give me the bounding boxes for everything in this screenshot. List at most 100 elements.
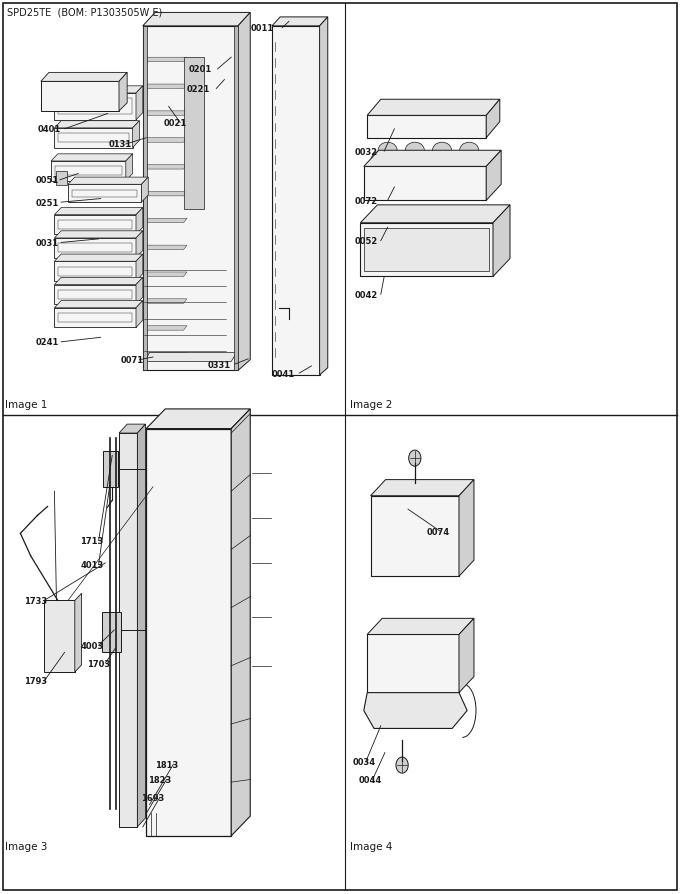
Polygon shape	[364, 167, 486, 201]
Polygon shape	[103, 451, 118, 487]
Polygon shape	[119, 73, 127, 112]
Polygon shape	[58, 221, 132, 230]
Polygon shape	[364, 229, 489, 272]
Text: 0331: 0331	[207, 360, 231, 369]
Polygon shape	[144, 85, 187, 89]
Polygon shape	[75, 594, 82, 672]
Circle shape	[396, 757, 408, 773]
Polygon shape	[143, 27, 238, 371]
Polygon shape	[54, 278, 143, 285]
Text: 1713: 1713	[80, 536, 103, 545]
Polygon shape	[119, 434, 137, 827]
Polygon shape	[136, 87, 143, 121]
Text: 0072: 0072	[355, 197, 378, 206]
Polygon shape	[54, 285, 136, 305]
Polygon shape	[184, 58, 204, 210]
Polygon shape	[54, 301, 143, 308]
Polygon shape	[54, 232, 143, 239]
Text: 1823: 1823	[148, 775, 171, 784]
Text: 0044: 0044	[359, 775, 382, 784]
Polygon shape	[364, 151, 501, 167]
Text: 0031: 0031	[36, 239, 59, 248]
Polygon shape	[144, 219, 187, 224]
Text: 0201: 0201	[189, 65, 212, 74]
Polygon shape	[146, 429, 231, 836]
Polygon shape	[58, 134, 129, 143]
Polygon shape	[144, 299, 187, 304]
Polygon shape	[459, 619, 474, 693]
Polygon shape	[58, 291, 132, 299]
Polygon shape	[144, 246, 187, 250]
Polygon shape	[144, 58, 187, 63]
Text: SPD25TE  (BOM: P1303505W E): SPD25TE (BOM: P1303505W E)	[7, 7, 162, 17]
Polygon shape	[54, 262, 136, 282]
Polygon shape	[144, 353, 187, 358]
Text: 0021: 0021	[163, 119, 186, 128]
Polygon shape	[367, 635, 459, 693]
Ellipse shape	[371, 152, 390, 168]
Polygon shape	[144, 112, 187, 116]
Polygon shape	[54, 94, 136, 121]
Polygon shape	[367, 100, 500, 116]
Polygon shape	[68, 185, 141, 203]
Text: 0251: 0251	[36, 198, 59, 207]
Polygon shape	[367, 619, 474, 635]
Polygon shape	[58, 267, 132, 276]
Polygon shape	[486, 100, 500, 139]
Ellipse shape	[432, 143, 452, 159]
Polygon shape	[72, 190, 137, 198]
Polygon shape	[364, 693, 467, 729]
Polygon shape	[144, 192, 187, 197]
Polygon shape	[136, 208, 143, 235]
Polygon shape	[238, 13, 250, 371]
Text: Image 4: Image 4	[350, 841, 392, 851]
Text: 0042: 0042	[355, 291, 378, 299]
Text: Image 3: Image 3	[5, 841, 48, 851]
Polygon shape	[144, 326, 187, 331]
Polygon shape	[136, 301, 143, 328]
Text: 1733: 1733	[24, 596, 47, 605]
Polygon shape	[54, 255, 143, 262]
Polygon shape	[143, 27, 147, 371]
Text: 0011: 0011	[250, 24, 273, 33]
Polygon shape	[367, 116, 486, 139]
Polygon shape	[144, 353, 237, 362]
Ellipse shape	[460, 143, 479, 159]
Text: 0131: 0131	[109, 140, 132, 149]
Polygon shape	[51, 155, 133, 162]
Polygon shape	[493, 206, 510, 277]
Polygon shape	[234, 27, 238, 371]
Polygon shape	[54, 239, 136, 258]
Polygon shape	[58, 244, 132, 253]
Ellipse shape	[378, 143, 397, 159]
Polygon shape	[54, 122, 139, 129]
Text: 1693: 1693	[141, 793, 165, 802]
Text: 0034: 0034	[352, 757, 375, 766]
Polygon shape	[58, 314, 132, 323]
Polygon shape	[144, 139, 187, 143]
Ellipse shape	[398, 152, 418, 168]
Polygon shape	[486, 151, 501, 201]
Text: Image 1: Image 1	[5, 400, 48, 409]
Polygon shape	[144, 273, 187, 277]
Polygon shape	[272, 27, 320, 375]
Polygon shape	[68, 178, 148, 185]
Polygon shape	[44, 601, 75, 672]
Text: 0041: 0041	[272, 369, 295, 378]
Text: 0051: 0051	[36, 176, 59, 185]
Polygon shape	[136, 255, 143, 282]
Text: 1813: 1813	[155, 760, 178, 769]
Ellipse shape	[426, 152, 445, 168]
Polygon shape	[146, 409, 250, 429]
Polygon shape	[58, 99, 132, 115]
Polygon shape	[231, 409, 250, 836]
Polygon shape	[371, 496, 459, 577]
Polygon shape	[272, 18, 328, 27]
Text: 4003: 4003	[80, 641, 103, 650]
Text: 1703: 1703	[87, 659, 110, 668]
Polygon shape	[41, 82, 119, 112]
Polygon shape	[126, 155, 133, 181]
Text: 0074: 0074	[427, 527, 450, 536]
Ellipse shape	[405, 143, 424, 159]
Text: 0401: 0401	[37, 125, 61, 134]
